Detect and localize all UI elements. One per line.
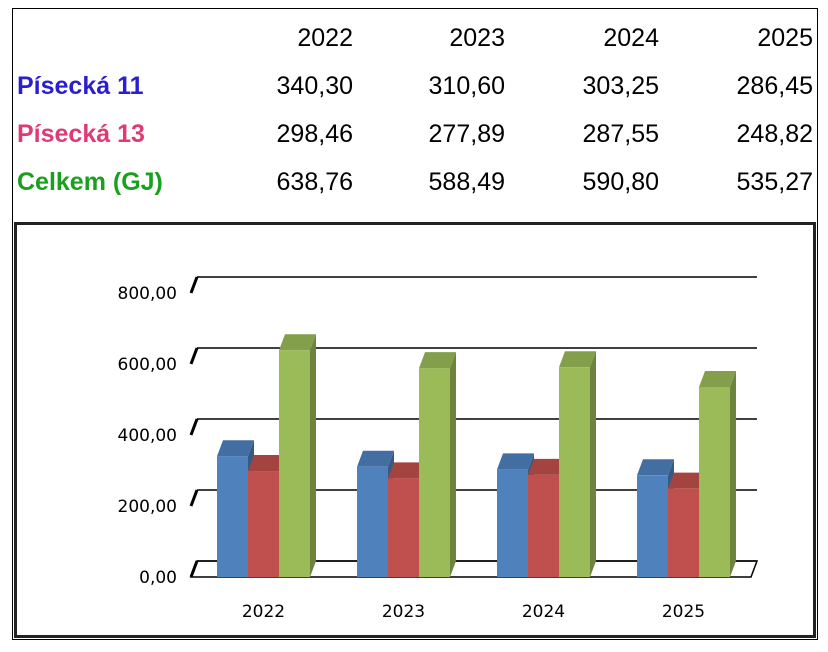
bar bbox=[559, 367, 590, 577]
x-tick-label: 2025 bbox=[662, 602, 705, 622]
y-tick-label: 400,00 bbox=[118, 426, 177, 446]
axis-depth-edge bbox=[189, 418, 199, 436]
bar-chart: 0,00 200,00 400,00 600,00 800,00 2022 2023 2024… bbox=[118, 276, 759, 622]
table-cell: 310,60 bbox=[428, 72, 505, 100]
row-label-celkem: Celkem (GJ) bbox=[17, 168, 163, 196]
bar-side-face bbox=[590, 351, 596, 577]
year-header-2022: 2022 bbox=[297, 24, 353, 52]
table-cell: 590,80 bbox=[582, 168, 659, 196]
table-cell: 298,46 bbox=[276, 120, 353, 148]
bar-side-face bbox=[310, 334, 316, 577]
bar bbox=[217, 456, 248, 577]
table-cell: 588,49 bbox=[428, 168, 505, 196]
bar-top-face bbox=[699, 370, 736, 387]
table-cell: 535,27 bbox=[736, 168, 813, 196]
axis-depth-edge bbox=[189, 489, 199, 507]
y-tick-label: 0,00 bbox=[139, 568, 177, 588]
table-cell: 277,89 bbox=[428, 120, 505, 148]
bar-top-face bbox=[357, 450, 394, 467]
x-tick-label: 2024 bbox=[522, 602, 565, 622]
bar bbox=[497, 469, 528, 577]
x-tick-label: 2023 bbox=[382, 602, 425, 622]
table-cell: 638,76 bbox=[276, 168, 353, 196]
bar bbox=[419, 368, 450, 577]
bar-top-face bbox=[559, 351, 596, 368]
bar bbox=[388, 478, 419, 577]
year-header-2025: 2025 bbox=[757, 24, 813, 52]
axis-depth-edge bbox=[189, 347, 199, 365]
bar bbox=[637, 475, 668, 577]
bar-top-face bbox=[388, 462, 425, 479]
year-header-2023: 2023 bbox=[449, 24, 505, 52]
table-cell: 286,45 bbox=[736, 72, 813, 100]
axis-depth-edge bbox=[189, 276, 199, 294]
bar bbox=[528, 474, 559, 577]
bar-side-face bbox=[450, 352, 456, 577]
bar bbox=[357, 466, 388, 577]
bar-top-face bbox=[248, 455, 285, 472]
chart-frame: 0,00 200,00 400,00 600,00 800,00 2022 2023 2024… bbox=[14, 222, 816, 638]
bar-top-face bbox=[279, 334, 316, 351]
y-tick-label: 200,00 bbox=[118, 497, 177, 517]
bar-top-face bbox=[497, 453, 534, 470]
bar-top-face bbox=[217, 440, 254, 457]
table-cell: 340,30 bbox=[276, 72, 353, 100]
year-header-2024: 2024 bbox=[603, 24, 659, 52]
bar-top-face bbox=[668, 472, 705, 489]
table-cell: 303,25 bbox=[582, 72, 659, 100]
bar-top-face bbox=[528, 458, 565, 475]
row-label-pisecka-11: Písecká 11 bbox=[17, 72, 144, 100]
x-tick-label: 2022 bbox=[242, 602, 285, 622]
bar bbox=[248, 471, 279, 577]
bar-side-face bbox=[730, 370, 736, 577]
y-tick-label: 600,00 bbox=[118, 355, 177, 375]
bar-top-face bbox=[419, 352, 456, 369]
row-label-pisecka-13: Písecká 13 bbox=[17, 120, 145, 148]
bar bbox=[668, 488, 699, 577]
bar-top-face bbox=[637, 459, 674, 476]
bar bbox=[279, 350, 310, 577]
bar bbox=[699, 386, 730, 577]
table-cell: 287,55 bbox=[582, 120, 659, 148]
table-cell: 248,82 bbox=[736, 120, 813, 148]
y-tick-label: 800,00 bbox=[118, 284, 177, 304]
